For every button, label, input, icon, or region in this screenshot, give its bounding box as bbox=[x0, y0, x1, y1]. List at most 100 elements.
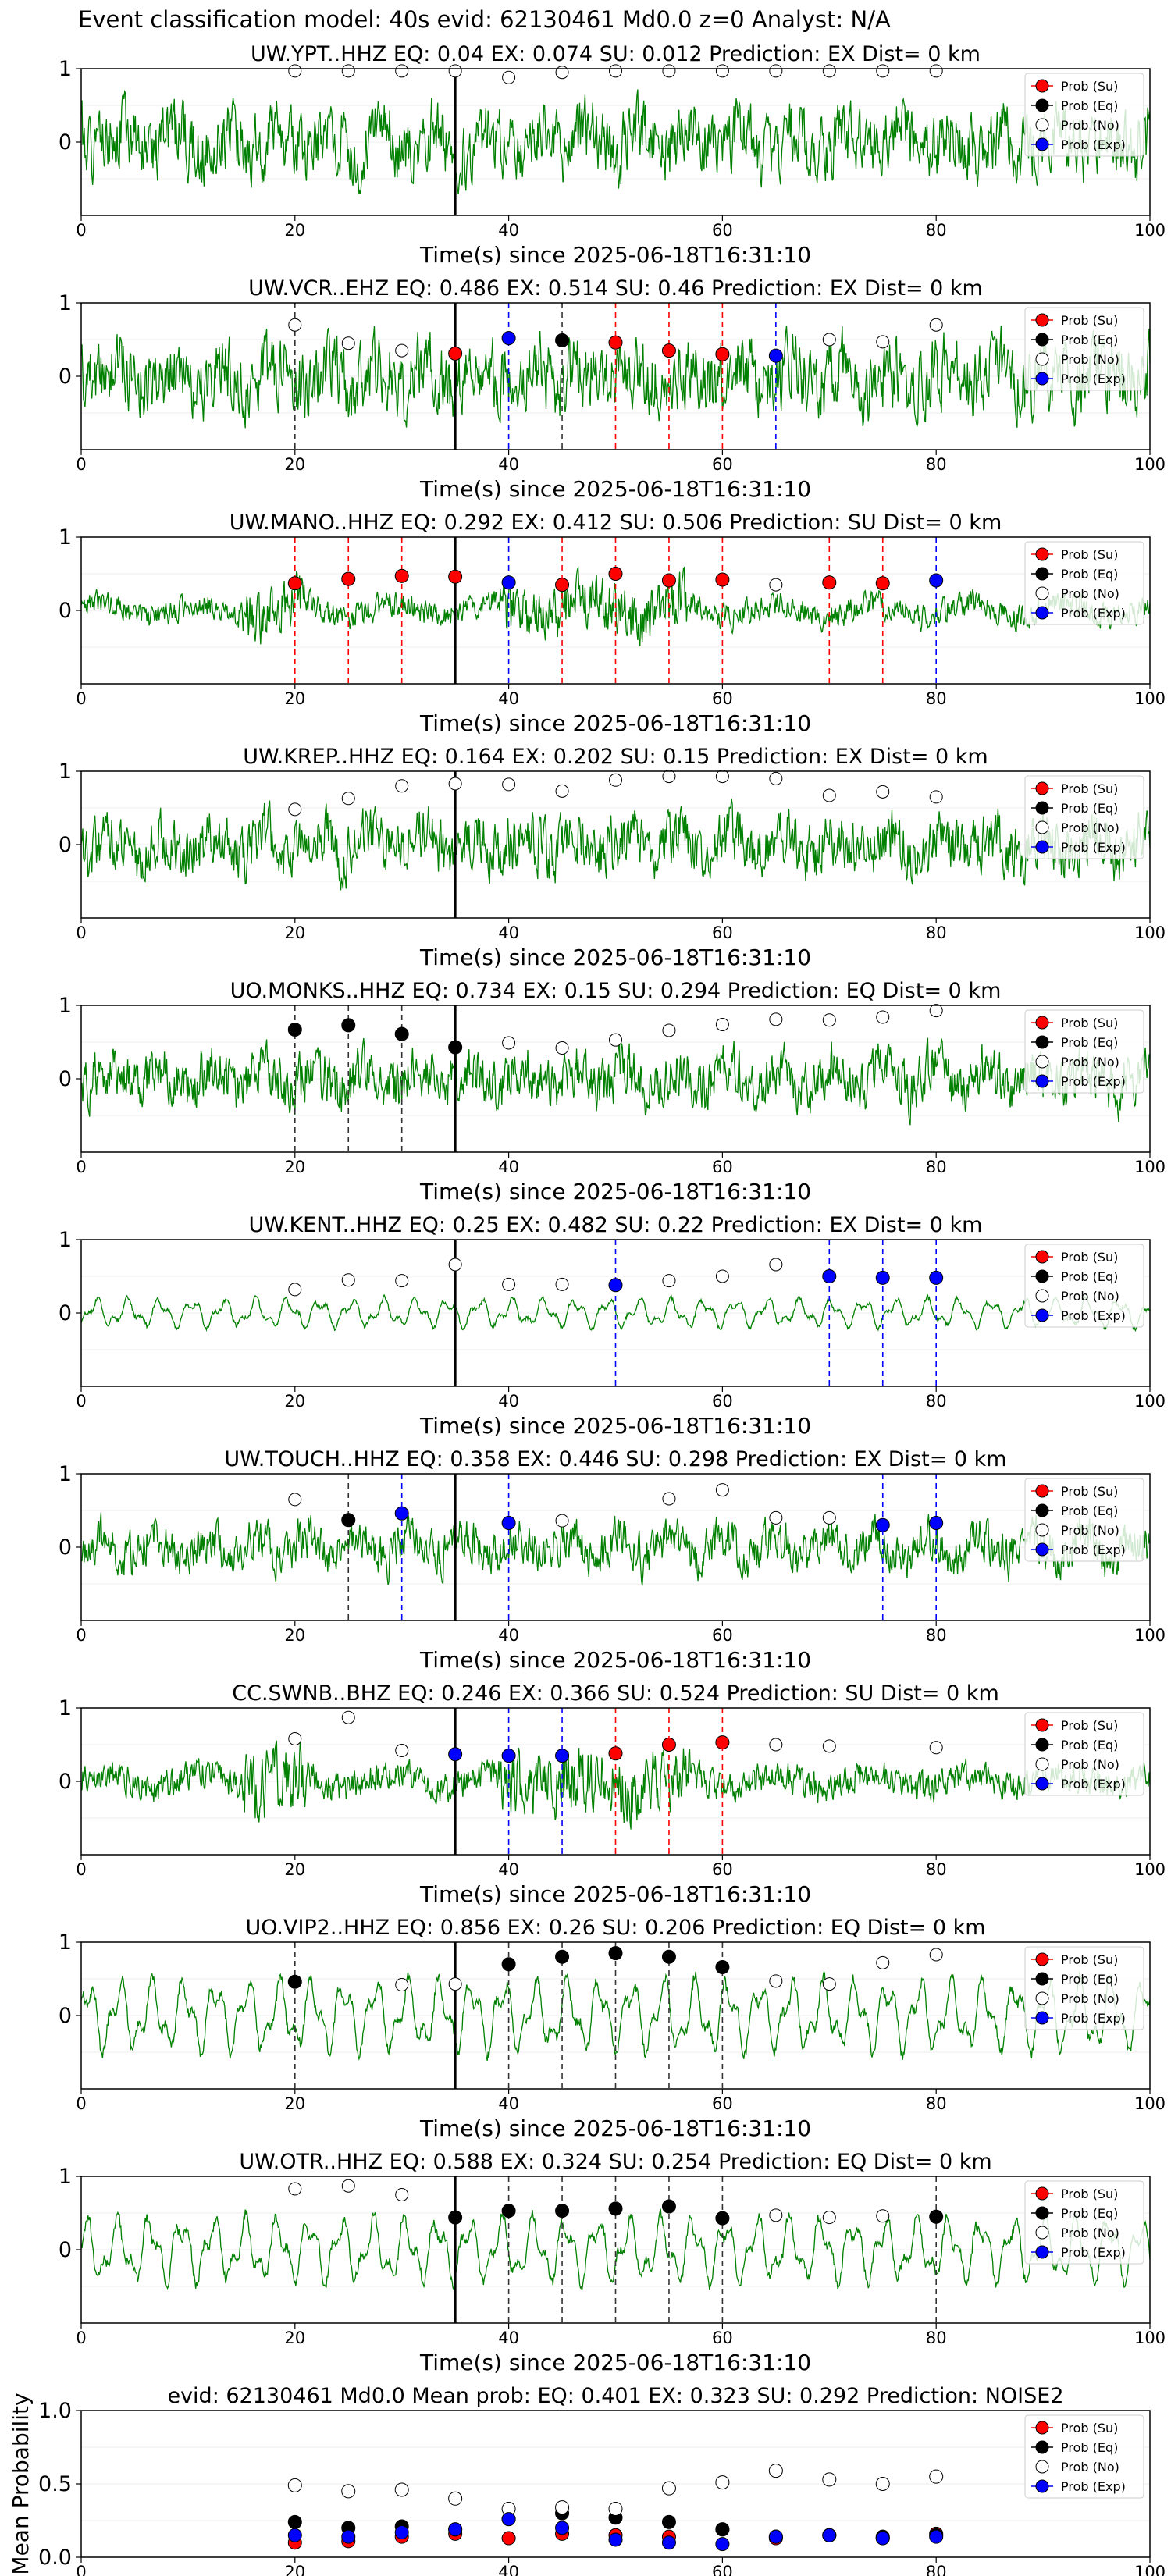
marker-no bbox=[395, 64, 409, 78]
legend-box bbox=[1024, 1478, 1144, 1562]
x-tick-label: 40 bbox=[498, 1392, 519, 1411]
marker-exp bbox=[822, 1269, 837, 1283]
x-tick-label: 20 bbox=[284, 455, 305, 474]
marker-eq bbox=[394, 1026, 409, 1041]
legend: Prob (Su) Prob (Eq) Prob (No) Prob (Exp) bbox=[1024, 1009, 1144, 1094]
point-no bbox=[715, 2475, 730, 2490]
x-tick-label: 100 bbox=[1134, 221, 1166, 240]
marker-no bbox=[288, 318, 302, 332]
point-exp bbox=[875, 2531, 890, 2546]
marker-exp bbox=[555, 1749, 570, 1763]
legend-marker-exp bbox=[1035, 137, 1049, 151]
marker-no bbox=[876, 335, 890, 349]
x-tick-label: 40 bbox=[498, 923, 519, 942]
waveform-trace bbox=[80, 566, 1151, 646]
y-tick-label: 0 bbox=[59, 1067, 72, 1091]
marker-exp bbox=[608, 1278, 623, 1293]
marker-eq bbox=[608, 1946, 623, 1961]
y-tick-label: 1 bbox=[59, 525, 72, 550]
x-tick-label: 40 bbox=[498, 1158, 519, 1176]
legend: Prob (Su) Prob (Eq) Prob (No) Prob (Exp) bbox=[1024, 1946, 1144, 2030]
legend-marker-no bbox=[1035, 820, 1049, 834]
point-exp bbox=[768, 2529, 783, 2544]
panel-8: CC.SWNB..BHZ EQ: 0.246 EX: 0.366 SU: 0.5… bbox=[59, 1681, 1166, 1907]
x-tick-label: 0 bbox=[76, 923, 86, 942]
marker-no bbox=[555, 1041, 569, 1055]
panel-title: UW.KREP..HHZ EQ: 0.164 EX: 0.202 SU: 0.1… bbox=[243, 745, 988, 769]
marker-no bbox=[876, 2209, 890, 2223]
marker-no bbox=[288, 2182, 302, 2196]
marker-no bbox=[502, 1036, 516, 1050]
marker-no bbox=[929, 318, 943, 332]
legend-label: Prob (Exp) bbox=[1061, 840, 1126, 855]
marker-eq bbox=[448, 1040, 463, 1055]
marker-su bbox=[608, 1746, 623, 1761]
point-no bbox=[822, 2472, 837, 2487]
x-tick-label: 20 bbox=[284, 689, 305, 708]
point-no bbox=[287, 2478, 302, 2492]
marker-no bbox=[662, 1023, 676, 1037]
marker-no bbox=[288, 1493, 302, 1507]
legend-label: Prob (Exp) bbox=[1061, 2479, 1126, 2494]
legend-marker-no bbox=[1035, 1757, 1049, 1771]
marker-eq bbox=[555, 1949, 570, 1964]
panel-9: UO.VIP2..HHZ EQ: 0.856 EX: 0.26 SU: 0.20… bbox=[59, 1916, 1166, 2141]
legend-box bbox=[1024, 775, 1144, 859]
marker-no bbox=[609, 773, 622, 787]
point-no bbox=[341, 2484, 356, 2499]
marker-no bbox=[288, 802, 302, 817]
point-no bbox=[768, 2464, 783, 2478]
y-tick-label: 1 bbox=[59, 760, 72, 784]
marker-no bbox=[876, 785, 890, 799]
legend-label: Prob (Su) bbox=[1061, 79, 1118, 94]
legend-label: Prob (Su) bbox=[1061, 1484, 1118, 1499]
legend-marker-no bbox=[1035, 2460, 1049, 2474]
marker-eq bbox=[715, 1959, 730, 1974]
marker-su bbox=[555, 578, 570, 592]
marker-no bbox=[822, 788, 836, 802]
marker-eq bbox=[341, 1513, 356, 1528]
legend: Prob (Su) Prob (Eq) Prob (No) Prob (Exp) bbox=[1024, 541, 1144, 625]
y-tick-label: 1 bbox=[59, 1696, 72, 1720]
y-tick-label: 0 bbox=[59, 833, 72, 857]
panel-4: UW.KREP..HHZ EQ: 0.164 EX: 0.202 SU: 0.1… bbox=[59, 745, 1166, 970]
legend-marker-no bbox=[1035, 1055, 1049, 1069]
x-tick-label: 80 bbox=[926, 1158, 947, 1176]
y-tick-label: 0.0 bbox=[38, 2546, 72, 2570]
marker-exp bbox=[929, 1515, 944, 1530]
y-axis-label: Mean Probability bbox=[8, 2393, 34, 2574]
legend-marker-no bbox=[1035, 352, 1049, 366]
marker-exp bbox=[875, 1517, 890, 1532]
marker-exp bbox=[501, 1515, 516, 1530]
legend-label: Prob (Eq) bbox=[1061, 1035, 1118, 1050]
legend-label: Prob (Su) bbox=[1061, 1952, 1118, 1967]
legend-marker-eq bbox=[1035, 2440, 1049, 2454]
y-tick-label: 0 bbox=[59, 2238, 72, 2262]
marker-exp bbox=[501, 331, 516, 346]
legend-label: Prob (Exp) bbox=[1061, 2245, 1126, 2260]
legend-label: Prob (No) bbox=[1061, 2226, 1119, 2240]
x-axis-label: Time(s) since 2025-06-18T16:31:10 bbox=[419, 945, 811, 970]
panel-title: UW.KENT..HHZ EQ: 0.25 EX: 0.482 SU: 0.22… bbox=[249, 1213, 983, 1237]
marker-su bbox=[715, 347, 730, 361]
legend-label: Prob (No) bbox=[1061, 1523, 1119, 1538]
y-tick-label: 0 bbox=[59, 599, 72, 623]
legend-label: Prob (Su) bbox=[1061, 1718, 1118, 1733]
point-exp bbox=[608, 2532, 623, 2547]
x-tick-label: 0 bbox=[76, 455, 86, 474]
waveform-trace bbox=[80, 798, 1151, 891]
marker-exp bbox=[768, 348, 783, 363]
marker-exp bbox=[501, 1749, 516, 1763]
y-tick-label: 1 bbox=[59, 1228, 72, 1252]
marker-eq bbox=[287, 1974, 302, 1989]
legend-label: Prob (Su) bbox=[1061, 547, 1118, 562]
y-tick-label: 1 bbox=[59, 994, 72, 1018]
y-tick-label: 0 bbox=[59, 2004, 72, 2028]
x-tick-label: 40 bbox=[498, 1860, 519, 1879]
legend-marker-exp bbox=[1035, 2245, 1049, 2259]
marker-eq bbox=[341, 1018, 356, 1033]
marker-no bbox=[822, 64, 836, 78]
point-exp bbox=[287, 2528, 302, 2542]
marker-no bbox=[769, 578, 783, 592]
